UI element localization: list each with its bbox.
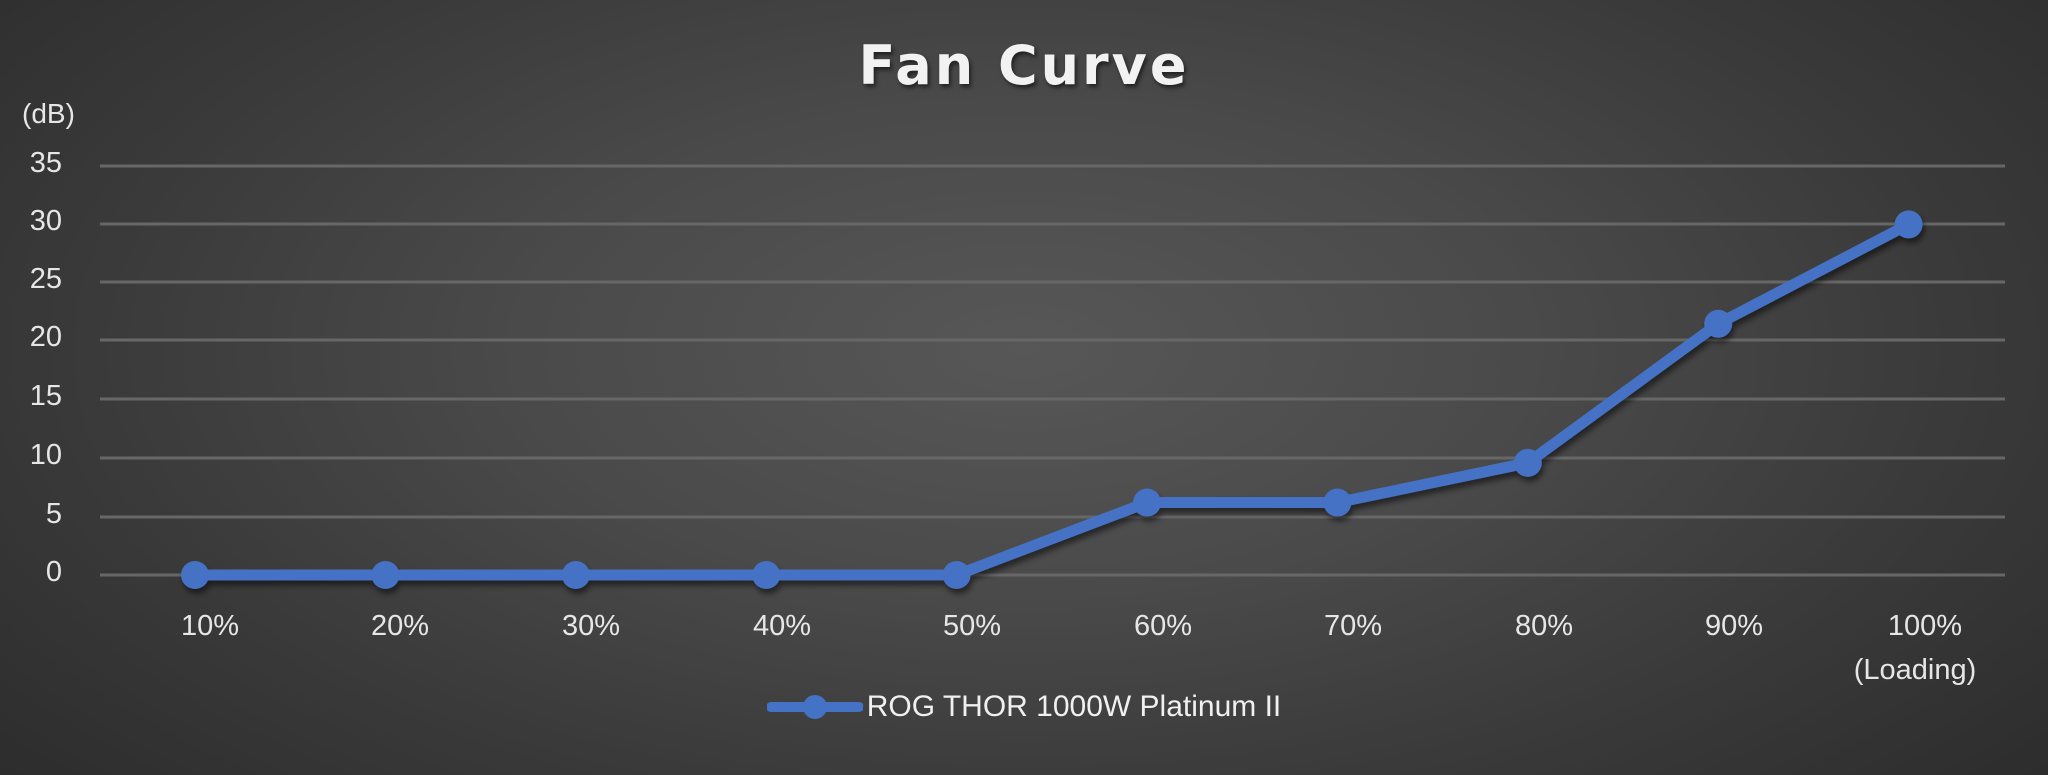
data-point-marker <box>752 561 781 589</box>
x-tick-label: 70% <box>1323 610 1383 642</box>
gridlines <box>100 164 2005 577</box>
data-point-marker <box>1323 488 1352 517</box>
y-tick-label: 10 <box>29 439 62 471</box>
y-tick-label: 25 <box>29 263 62 295</box>
legend: ROG THOR 1000W Platinum II <box>0 690 2048 724</box>
y-axis-unit-label: (dB) <box>22 98 75 129</box>
y-tick-label: 0 <box>45 556 62 588</box>
y-tick-label: 35 <box>29 147 62 179</box>
y-tick-label: 30 <box>29 205 62 237</box>
x-tick-label: 50% <box>942 610 1002 642</box>
data-point-marker <box>1133 488 1161 517</box>
chart-title: Fan Curve <box>858 34 1190 97</box>
data-point-marker <box>1894 210 1923 239</box>
y-tick-label: 20 <box>29 321 62 353</box>
series-polyline <box>195 219 1912 581</box>
x-tick-sublabel: (Loading) <box>1853 654 1977 686</box>
data-point-marker <box>561 561 590 589</box>
x-tick-label: 10% <box>180 610 240 642</box>
legend-label: ROG THOR 1000W Platinum II <box>866 690 1282 723</box>
x-tick-label: 100% <box>1887 610 1963 642</box>
legend-line-marker-icon <box>766 695 863 719</box>
x-tick-label: 20% <box>370 610 430 642</box>
data-point-marker <box>942 561 971 589</box>
x-tick-label: 80% <box>1514 610 1574 642</box>
x-tick-label: 30% <box>561 610 621 642</box>
data-point-marker <box>1704 309 1733 338</box>
series-line <box>181 210 1923 589</box>
data-point-marker <box>371 561 400 589</box>
data-point-marker <box>1513 448 1542 477</box>
data-point-marker <box>181 561 209 589</box>
x-tick-label: 40% <box>752 610 812 642</box>
x-tick-label: 90% <box>1704 610 1764 642</box>
y-tick-label: 15 <box>29 380 62 412</box>
x-tick-label: 60% <box>1133 610 1193 642</box>
y-tick-label: 5 <box>45 498 62 530</box>
